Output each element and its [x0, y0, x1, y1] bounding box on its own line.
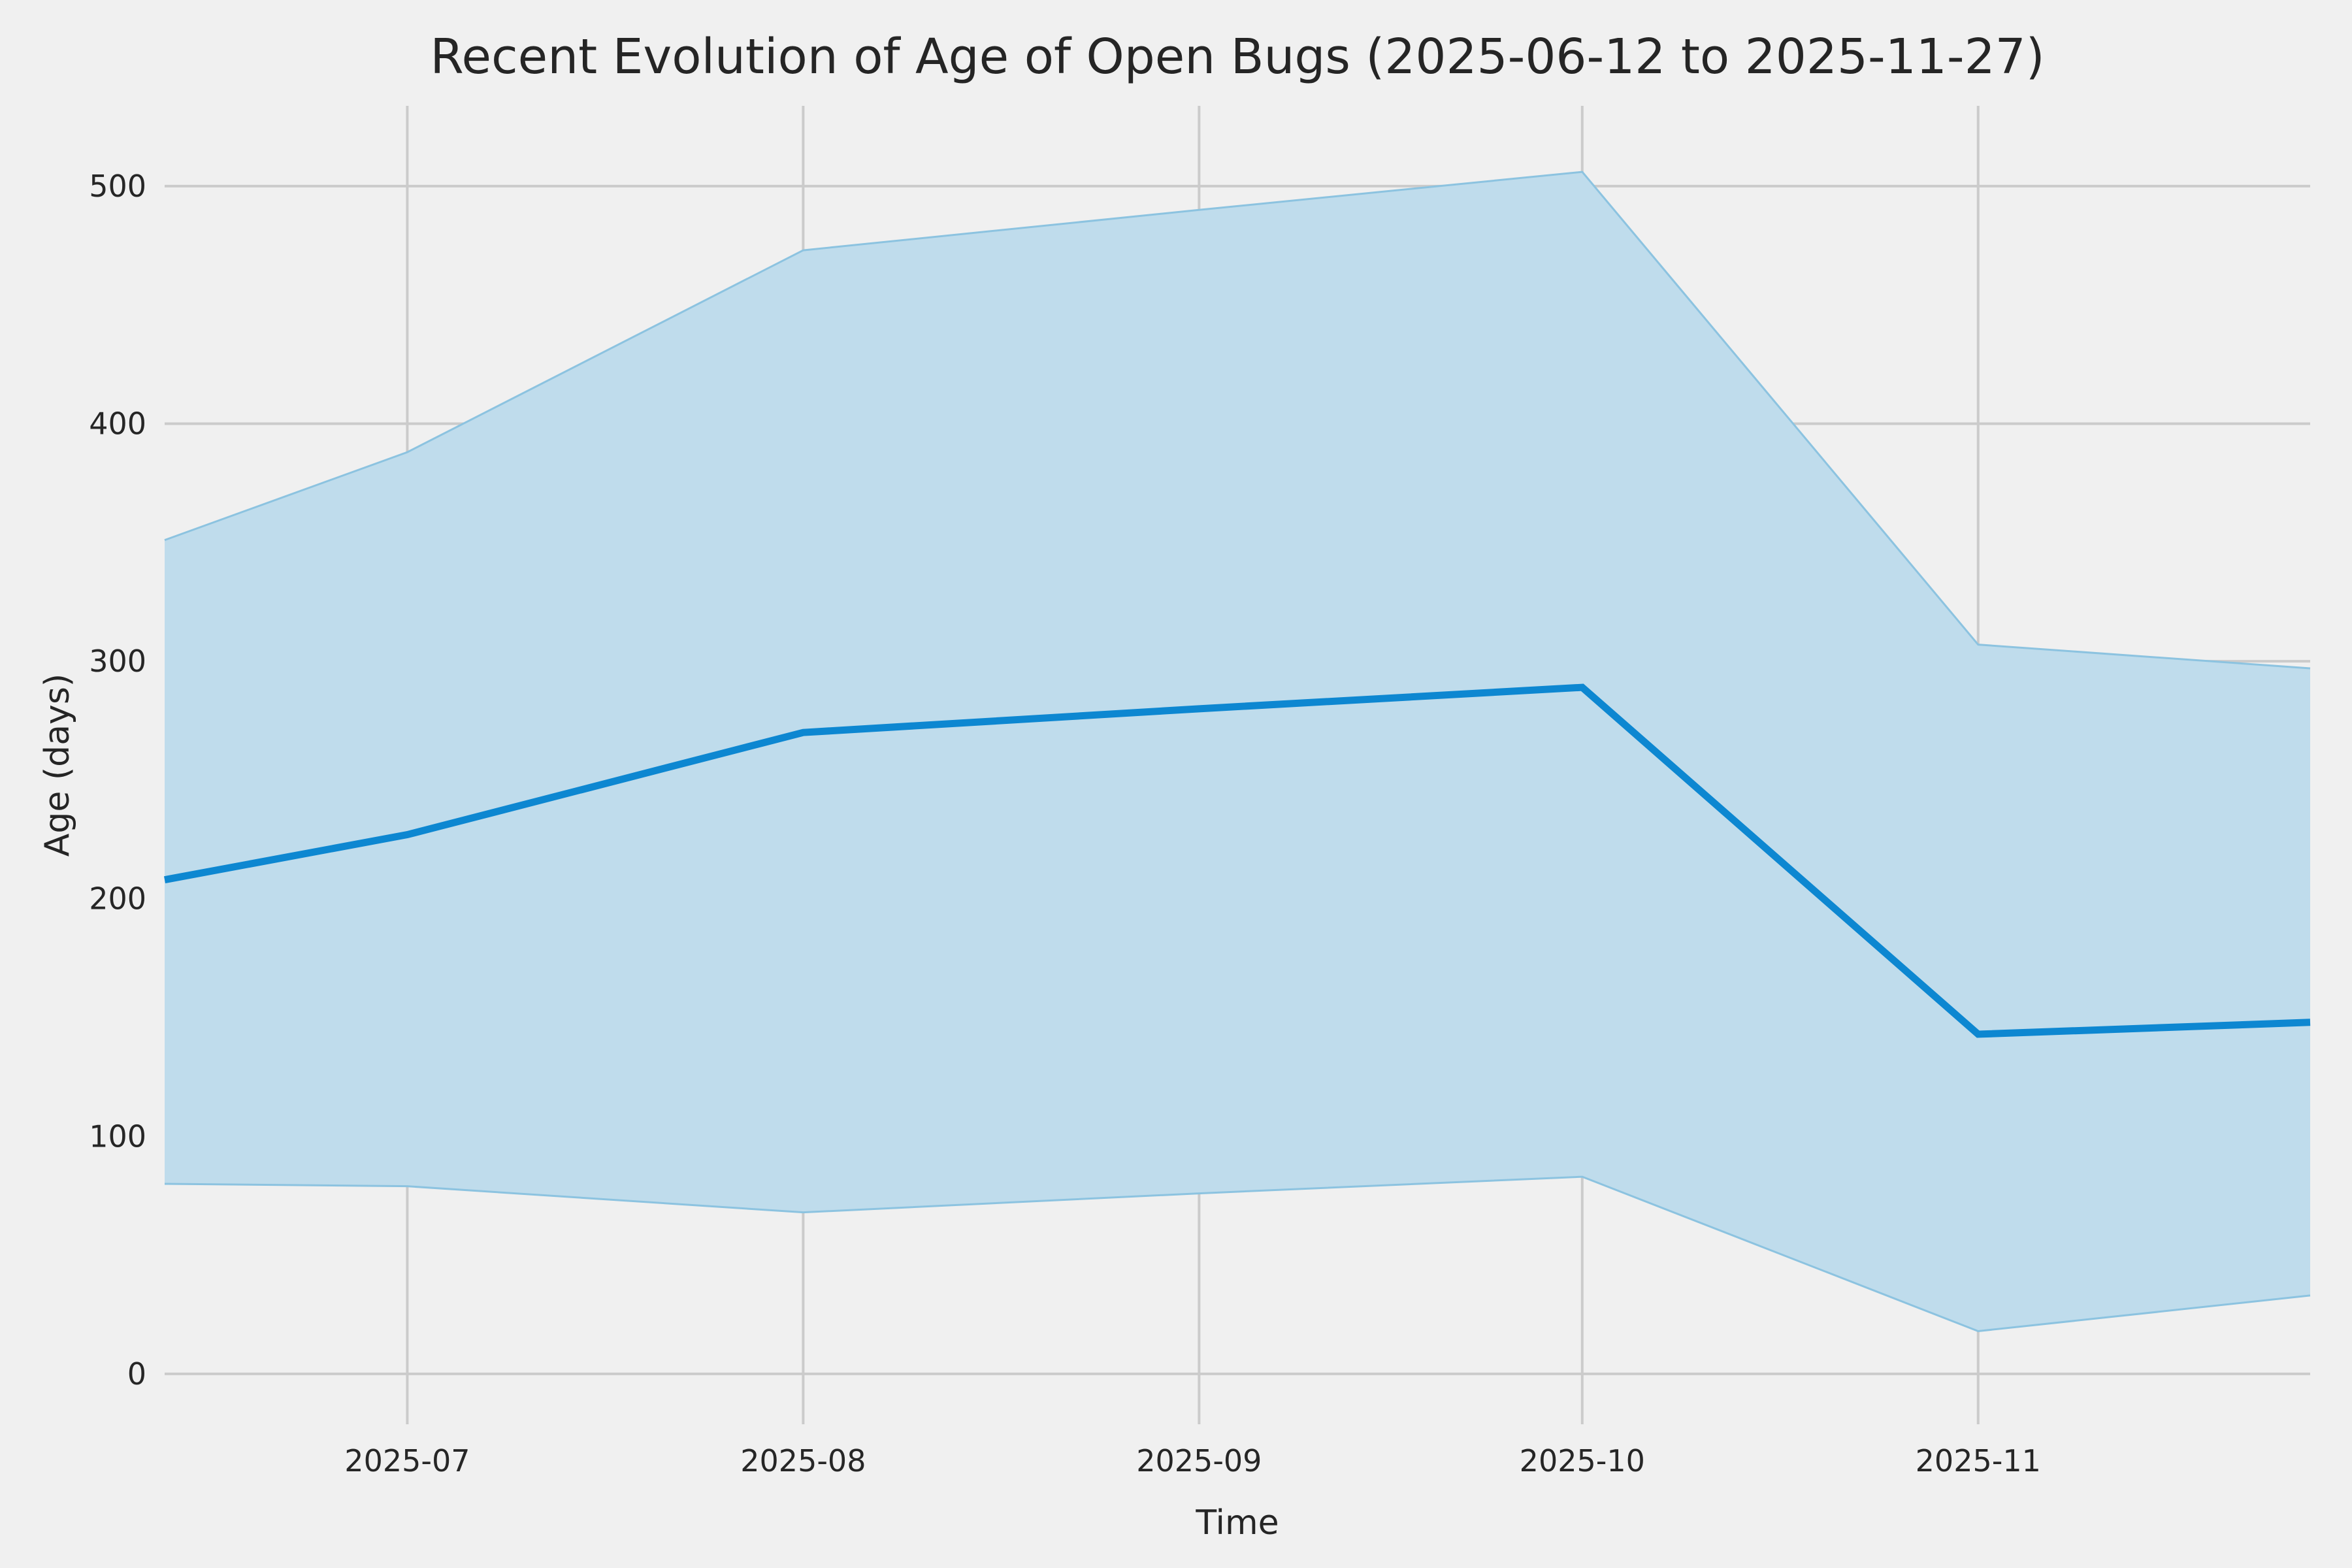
x-tick-label: 2025-09: [1136, 1443, 1262, 1478]
median-line: [163, 683, 2311, 1038]
y-tick-label: 200: [89, 881, 146, 917]
x-axis-label: Time: [1195, 1503, 1279, 1543]
x-tick-label: 2025-10: [1520, 1443, 1645, 1478]
y-tick-label: 100: [89, 1119, 146, 1154]
confidence-band-area: [165, 172, 2310, 1331]
y-tick-label: 300: [89, 644, 146, 679]
tick-labels: 2025-07 2025-08 2025-09 2025-10 2025-11 0 100 2…: [89, 169, 2041, 1478]
chart-title: Recent Evolution of Age of Open Bugs (20…: [430, 29, 2044, 85]
y-tick-label: 400: [89, 406, 146, 442]
band-lower-edge: [164, 1175, 2311, 1332]
y-tick-label: 0: [127, 1356, 146, 1392]
x-tick-label: 2025-11: [1916, 1443, 2041, 1478]
y-axis-label: Age (days): [38, 674, 77, 857]
x-tick-label: 2025-08: [740, 1443, 866, 1478]
x-tick-label: 2025-07: [344, 1443, 470, 1478]
band-upper-edge: [164, 171, 2311, 670]
median-age-line: [163, 683, 2311, 1038]
y-tick-label: 500: [89, 169, 146, 204]
confidence-band: [164, 171, 2311, 1332]
